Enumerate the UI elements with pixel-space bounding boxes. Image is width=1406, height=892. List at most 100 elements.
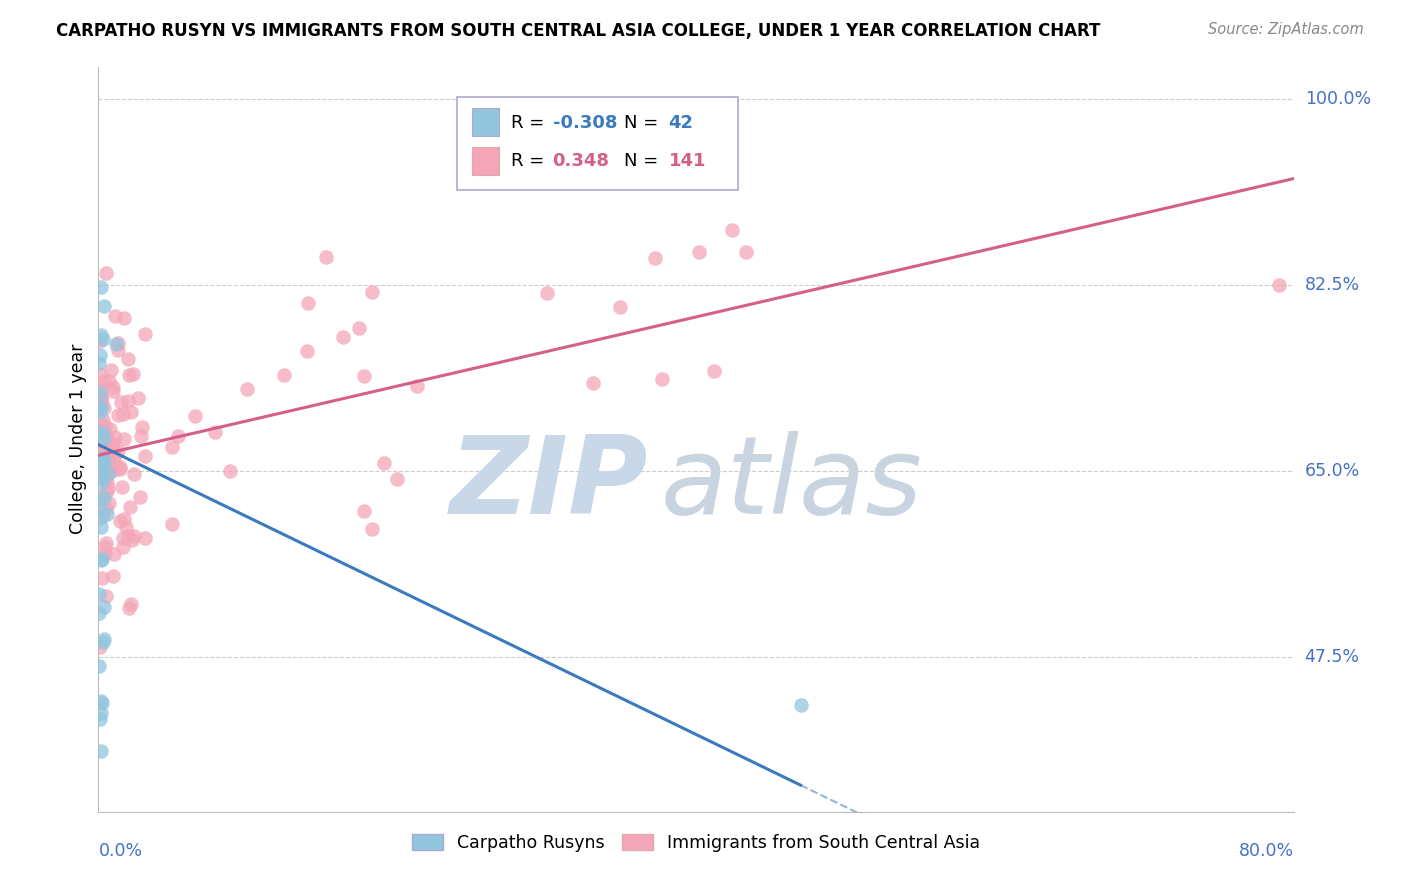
Point xyxy=(97,440,120,454)
Point xyxy=(93,540,115,554)
Point xyxy=(103,442,125,456)
Point xyxy=(315,250,337,264)
Point xyxy=(100,363,122,377)
Point xyxy=(112,432,135,446)
Point xyxy=(94,472,117,486)
Point xyxy=(93,632,115,646)
Point xyxy=(124,467,146,481)
Text: -0.308: -0.308 xyxy=(553,114,617,132)
Point xyxy=(89,587,111,601)
Point xyxy=(129,490,152,504)
Point xyxy=(332,329,354,343)
Text: 65.0%: 65.0% xyxy=(1305,462,1360,480)
Point xyxy=(110,459,132,474)
Point xyxy=(353,504,375,518)
Point xyxy=(96,475,118,489)
Point xyxy=(90,417,112,432)
Text: R =: R = xyxy=(510,153,550,170)
Point xyxy=(94,547,117,561)
Point xyxy=(107,443,129,458)
Point xyxy=(121,533,143,547)
Point xyxy=(373,456,395,470)
Point xyxy=(90,279,112,293)
Point xyxy=(160,440,183,454)
Point xyxy=(89,356,111,370)
Point xyxy=(97,434,120,448)
Point xyxy=(103,547,125,561)
Point xyxy=(96,434,118,448)
Point xyxy=(131,420,153,434)
Point xyxy=(112,512,135,526)
Point xyxy=(385,472,408,486)
Point xyxy=(90,552,112,566)
Point xyxy=(295,344,318,359)
Text: 82.5%: 82.5% xyxy=(1305,276,1360,294)
Point xyxy=(89,452,111,467)
Point xyxy=(93,491,115,505)
Point xyxy=(96,453,118,467)
Point xyxy=(117,352,139,367)
Point xyxy=(90,445,112,459)
Point xyxy=(93,418,115,433)
Point xyxy=(103,463,125,477)
Point xyxy=(89,348,111,362)
Point xyxy=(91,423,114,437)
Point xyxy=(129,428,152,442)
Point xyxy=(90,427,112,442)
Point xyxy=(167,429,190,443)
Point xyxy=(361,285,384,300)
FancyBboxPatch shape xyxy=(457,96,738,190)
Point xyxy=(120,597,142,611)
Point xyxy=(89,606,111,620)
Point xyxy=(96,454,118,468)
Point xyxy=(236,383,259,397)
Text: 141: 141 xyxy=(668,153,706,170)
Point xyxy=(111,540,134,554)
Point xyxy=(789,698,811,713)
Point xyxy=(93,509,115,524)
Point xyxy=(406,379,429,393)
Point xyxy=(89,385,111,400)
Text: 0.348: 0.348 xyxy=(553,153,610,170)
Point xyxy=(97,457,120,471)
Point xyxy=(96,440,118,454)
Text: 42: 42 xyxy=(668,114,693,132)
Point xyxy=(347,320,370,334)
Point xyxy=(134,449,156,463)
Point xyxy=(105,336,128,351)
Text: 100.0%: 100.0% xyxy=(1305,90,1371,108)
Point xyxy=(90,392,112,407)
Point xyxy=(703,363,725,377)
Point xyxy=(114,520,136,534)
Point xyxy=(89,446,111,460)
Point xyxy=(100,463,122,477)
Point xyxy=(97,374,120,388)
Point xyxy=(93,401,115,416)
Point xyxy=(219,465,242,479)
Point xyxy=(90,706,112,720)
Point xyxy=(111,480,134,494)
Point xyxy=(122,529,145,543)
Point xyxy=(101,444,124,458)
Point xyxy=(117,393,139,408)
Point xyxy=(103,430,125,444)
Point xyxy=(103,452,125,467)
Point xyxy=(100,440,122,454)
Text: 80.0%: 80.0% xyxy=(1239,842,1294,860)
Point xyxy=(118,601,141,615)
Point xyxy=(93,452,115,467)
Point xyxy=(93,300,115,314)
Point xyxy=(90,694,112,708)
Point xyxy=(91,696,114,710)
Point xyxy=(96,483,118,498)
Point xyxy=(89,503,111,517)
Point xyxy=(609,300,631,314)
Point xyxy=(93,374,115,388)
Point xyxy=(90,463,112,477)
Point xyxy=(93,458,115,472)
Point xyxy=(122,367,145,381)
Text: atlas: atlas xyxy=(661,432,922,536)
Point xyxy=(90,451,112,466)
Point xyxy=(360,522,382,536)
Point xyxy=(721,223,744,237)
